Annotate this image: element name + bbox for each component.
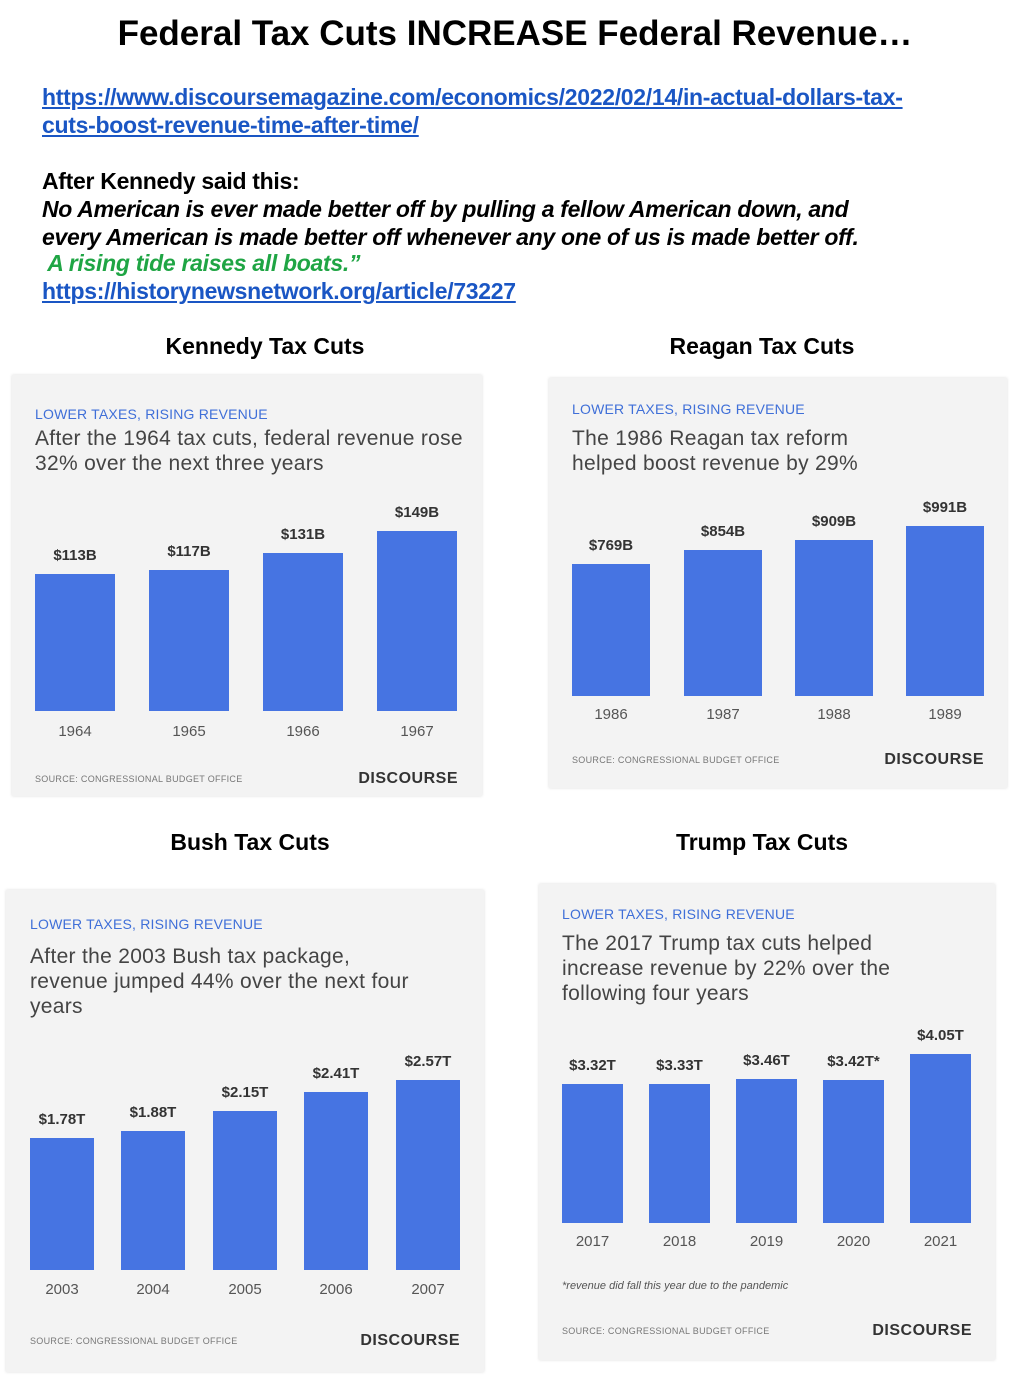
bush-value-label: $2.15T xyxy=(221,1084,269,1102)
reagan-value-label: $854B xyxy=(700,522,746,540)
kennedy-value-label: $117B xyxy=(167,542,211,560)
trump-bar-2019 xyxy=(736,1078,797,1223)
bush-value-label: $1.78T xyxy=(38,1111,86,1129)
kennedy-chart-subtitle: LOWER TAXES, RISING REVENUE xyxy=(35,406,268,422)
trump-value-label: $3.32T xyxy=(569,1057,616,1075)
trump-chart-panel: LOWER TAXES, RISING REVENUE The 2017 Trum… xyxy=(539,884,995,1360)
kennedy-value-label: $113B xyxy=(53,547,97,565)
bush-heading: Bush Tax Cuts xyxy=(170,829,330,855)
kennedy-chart-title: After the 1964 tax cuts, federal revenue… xyxy=(35,427,463,475)
discourse-link-line2[interactable]: cuts-boost-revenue-time-after-time/ xyxy=(42,112,419,138)
reagan-source: SOURCE: CONGRESSIONAL BUDGET OFFICE xyxy=(572,755,780,765)
reagan-category-label: 1986 xyxy=(594,706,628,723)
quote-green: A rising tide raises all boats.” xyxy=(42,250,361,276)
kennedy-value-label: $131B xyxy=(280,525,326,543)
reagan-bar-1986 xyxy=(572,564,650,696)
page-title: Federal Tax Cuts INCREASE Federal Revenu… xyxy=(117,14,913,53)
quote-line-2: every American is made better off whenev… xyxy=(42,224,859,250)
bush-category-label: 2003 xyxy=(45,1281,79,1298)
trump-category-label: 2017 xyxy=(575,1233,610,1250)
trump-source: SOURCE: CONGRESSIONAL BUDGET OFFICE xyxy=(562,1326,770,1336)
kennedy-category-label: 1964 xyxy=(58,723,92,740)
bush-source: SOURCE: CONGRESSIONAL BUDGET OFFICE xyxy=(30,1336,238,1346)
bush-bar-2004 xyxy=(121,1131,185,1270)
trump-bar-2020 xyxy=(823,1080,884,1223)
kennedy-source: SOURCE: CONGRESSIONAL BUDGET OFFICE xyxy=(35,774,243,784)
reagan-category-label: 1989 xyxy=(928,706,962,723)
reagan-chart-title: The 1986 Reagan tax reform helped boost … xyxy=(572,427,858,475)
trump-value-label: $4.05T xyxy=(917,1027,964,1044)
trump-value-label: $3.33T xyxy=(656,1057,703,1075)
bush-category-label: 2007 xyxy=(411,1281,445,1298)
bush-value-label: $2.41T xyxy=(312,1064,360,1082)
kennedy-bar-1964 xyxy=(35,574,115,711)
kennedy-bar-1965 xyxy=(149,569,229,711)
reagan-value-label: $909B xyxy=(811,513,857,531)
reagan-category-label: 1988 xyxy=(817,706,851,723)
trump-category-label: 2021 xyxy=(923,1233,958,1250)
trump-brand-logo: DISCOURSE xyxy=(872,1322,972,1339)
bush-chart-panel: LOWER TAXES, RISING REVENUE After the 200… xyxy=(6,890,484,1372)
bush-category-label: 2004 xyxy=(136,1281,170,1298)
history-link[interactable]: https://historynewsnetwork.org/article/7… xyxy=(42,278,516,304)
trump-chart-title: The 2017 Trump tax cuts helped increase … xyxy=(562,932,891,1005)
reagan-chart-subtitle: LOWER TAXES, RISING REVENUE xyxy=(572,401,805,417)
kennedy-bar-1966 xyxy=(263,552,343,711)
discourse-link-line1[interactable]: https://www.discoursemagazine.com/econom… xyxy=(42,84,903,110)
reagan-bar-1987 xyxy=(684,549,762,696)
bush-bar-2006 xyxy=(304,1091,368,1270)
trump-category-label: 2019 xyxy=(749,1233,784,1250)
reagan-category-label: 1987 xyxy=(706,706,740,723)
trump-bar-2018 xyxy=(649,1084,710,1223)
bush-chart-subtitle: LOWER TAXES, RISING REVENUE xyxy=(30,916,263,932)
bush-category-label: 2005 xyxy=(228,1281,262,1298)
trump-value-label: $3.42T* xyxy=(827,1053,880,1071)
trump-category-label: 2018 xyxy=(662,1233,697,1250)
bush-chart-title: After the 2003 Bush tax package, revenue… xyxy=(30,945,409,1018)
kennedy-category-label: 1967 xyxy=(400,723,434,740)
kennedy-value-label: $149B xyxy=(394,504,440,521)
bush-bar-2005 xyxy=(213,1111,277,1270)
bush-value-label: $1.88T xyxy=(129,1104,177,1121)
reagan-value-label: $991B xyxy=(922,499,968,516)
reagan-heading: Reagan Tax Cuts xyxy=(669,333,855,359)
reagan-value-label: $769B xyxy=(588,537,634,555)
bush-value-label: $2.57T xyxy=(404,1053,452,1070)
quote-line-1: No American is ever made better off by p… xyxy=(42,196,849,222)
kennedy-brand-logo: DISCOURSE xyxy=(358,770,458,787)
reagan-bar-1988 xyxy=(795,540,873,696)
bush-brand-logo: DISCOURSE xyxy=(360,1332,460,1349)
trump-chart-subtitle: LOWER TAXES, RISING REVENUE xyxy=(562,906,795,922)
kennedy-category-label: 1966 xyxy=(286,723,320,740)
trump-bar-2021 xyxy=(910,1054,971,1223)
intro-text: After Kennedy said this: xyxy=(42,168,300,194)
trump-bar-2017 xyxy=(562,1084,623,1223)
kennedy-category-label: 1965 xyxy=(172,723,206,740)
trump-heading: Trump Tax Cuts xyxy=(675,829,849,855)
trump-value-label: $3.46T xyxy=(743,1051,790,1069)
bush-bar-2007 xyxy=(396,1080,460,1270)
reagan-brand-logo: DISCOURSE xyxy=(884,751,984,768)
reagan-chart-panel: LOWER TAXES, RISING REVENUE The 1986 Reag… xyxy=(549,378,1007,788)
bush-category-label: 2006 xyxy=(319,1281,353,1298)
reagan-bar-1989 xyxy=(906,526,984,696)
trump-category-label: 2020 xyxy=(836,1233,871,1250)
bush-bar-2003 xyxy=(30,1138,94,1270)
kennedy-chart-panel: LOWER TAXES, RISING REVENUE After the 196… xyxy=(12,375,482,796)
kennedy-bar-1967 xyxy=(377,531,457,711)
trump-footnote: *revenue did fall this year due to the p… xyxy=(562,1280,789,1292)
kennedy-heading: Kennedy Tax Cuts xyxy=(165,333,365,359)
